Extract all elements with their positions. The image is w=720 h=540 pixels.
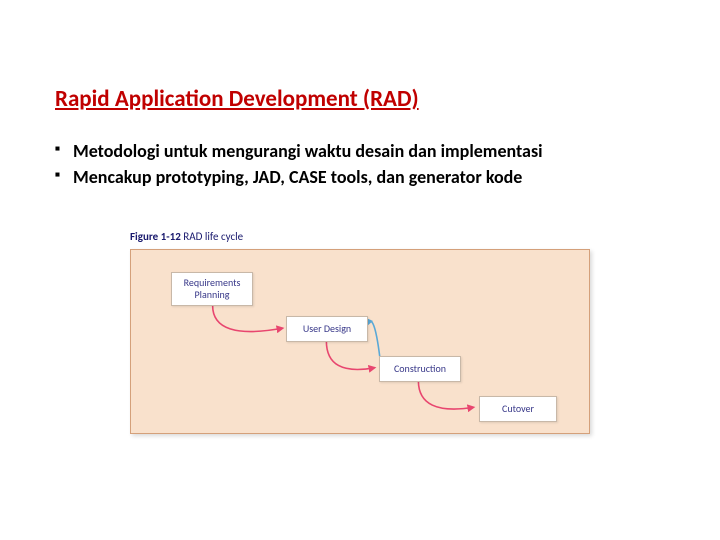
node-construction: Construction bbox=[379, 356, 461, 382]
node-label: Construction bbox=[394, 363, 446, 375]
arrow-forward bbox=[213, 305, 283, 331]
node-requirements-planning: RequirementsPlanning bbox=[171, 272, 253, 306]
slide: Rapid Application Development (RAD) Meto… bbox=[0, 0, 720, 540]
figure-caption: Figure 1-12 RAD life cycle bbox=[130, 230, 590, 243]
slide-title: Rapid Application Development (RAD) bbox=[55, 85, 419, 113]
arrow-forward bbox=[326, 341, 374, 369]
figure-number: Figure 1-12 bbox=[130, 230, 181, 243]
figure-area: Figure 1-12 RAD life cycle Requ bbox=[130, 230, 590, 434]
bullet-item: Metodologi untuk mengurangi waktu desain… bbox=[55, 140, 543, 162]
rad-lifecycle-diagram: RequirementsPlanning User Design Constru… bbox=[130, 249, 590, 434]
bullet-item: Mencakup prototyping, JAD, CASE tools, d… bbox=[55, 166, 543, 188]
node-cutover: Cutover bbox=[479, 396, 557, 422]
bullet-list: Metodologi untuk mengurangi waktu desain… bbox=[55, 140, 543, 192]
node-user-design: User Design bbox=[286, 316, 368, 342]
figure-caption-text: RAD life cycle bbox=[183, 230, 243, 243]
arrow-backward bbox=[367, 321, 380, 357]
arrow-forward bbox=[418, 381, 473, 409]
node-label: Cutover bbox=[502, 403, 534, 415]
node-label: RequirementsPlanning bbox=[184, 277, 241, 301]
node-label: User Design bbox=[303, 323, 351, 335]
